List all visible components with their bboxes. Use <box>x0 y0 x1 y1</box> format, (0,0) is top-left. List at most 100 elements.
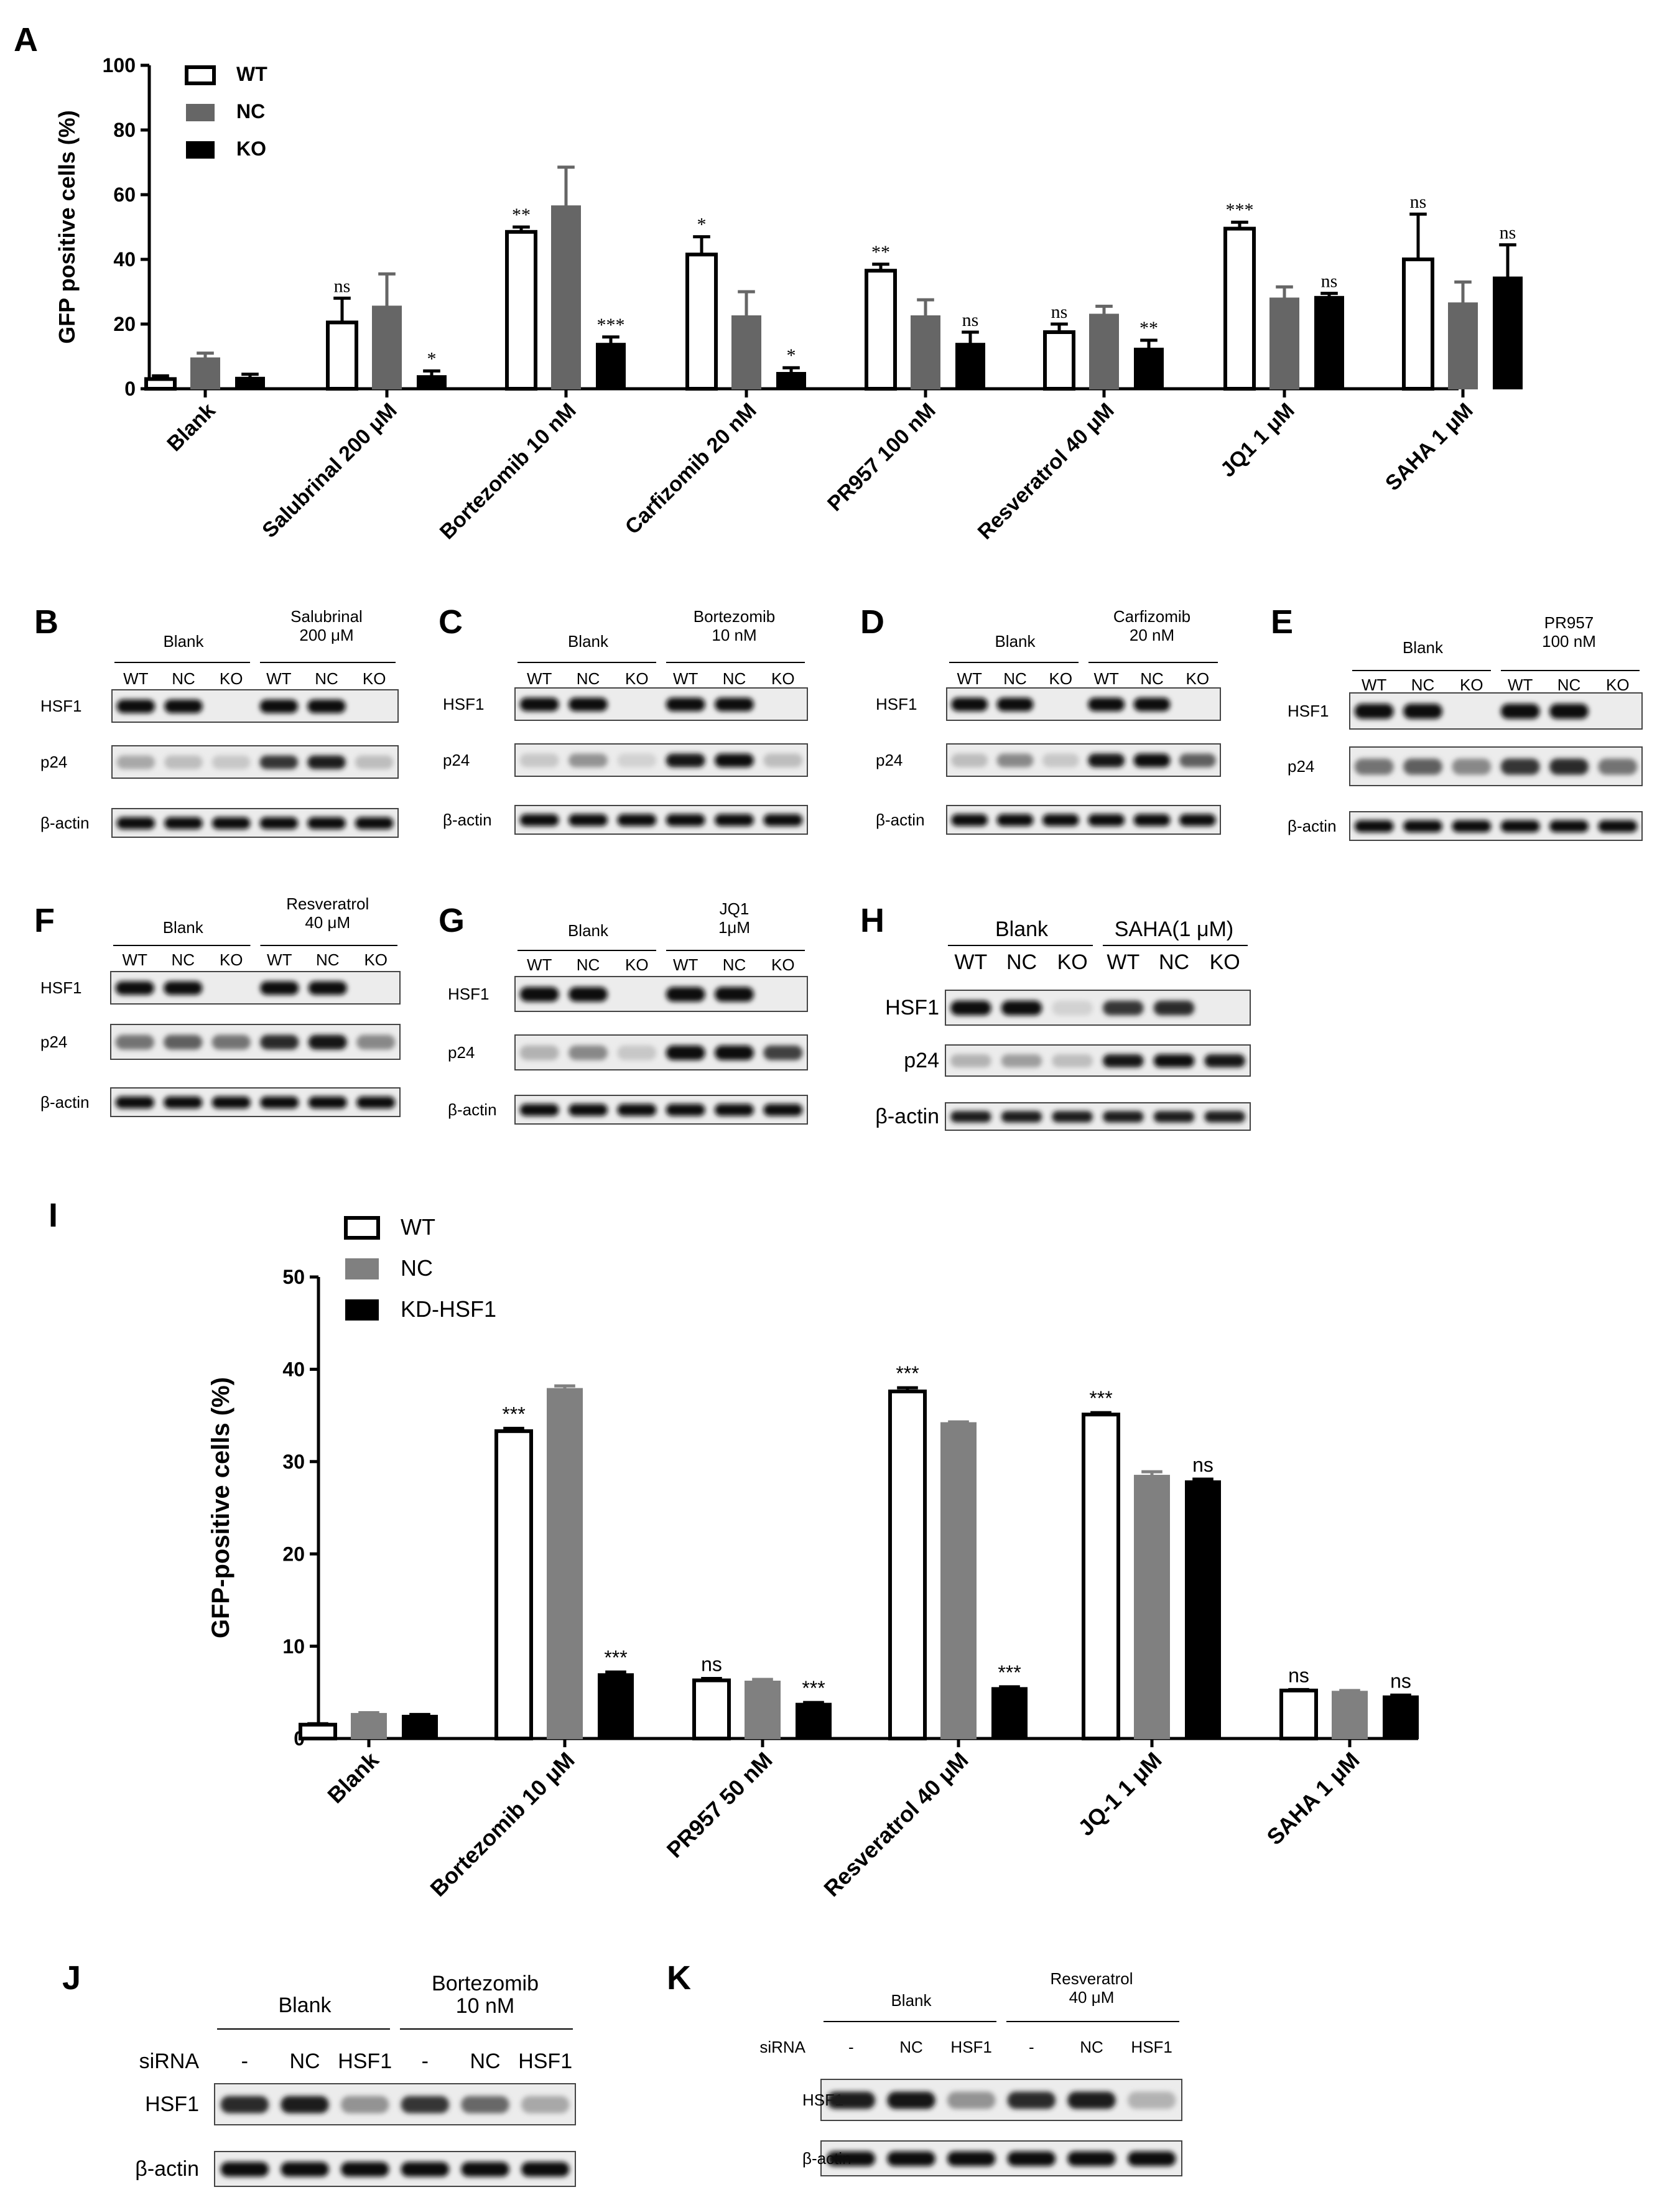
significance-label: *** <box>604 1646 627 1669</box>
bar-nc <box>745 1680 781 1739</box>
blot-band <box>617 1103 657 1117</box>
blot-lane-label: WT <box>266 669 292 688</box>
blot-band <box>666 1045 705 1061</box>
blot-lane-label: KO <box>1186 669 1210 688</box>
blot-row-label: HSF1 <box>145 2092 199 2116</box>
blot-lane-label: NC <box>1003 669 1027 688</box>
y-tick-label: 20 <box>282 1543 305 1565</box>
blot-lane-label: KO <box>625 955 649 974</box>
bar-wt <box>692 1678 731 1741</box>
blot-lane-label: KO <box>1606 676 1630 694</box>
blot-row-label: β-actin <box>876 810 925 829</box>
significance-label: * <box>697 215 707 235</box>
sirna-label: siRNA <box>759 2038 805 2056</box>
category-label: Resveratrol 40 μM <box>819 1747 973 1901</box>
bar-nc <box>372 305 402 389</box>
blot-lane-label: - <box>1029 2038 1034 2056</box>
blot-lane-label: WT <box>1362 676 1387 694</box>
blot-lane-label: WT <box>267 950 292 969</box>
blot-band <box>1549 758 1589 775</box>
blot-band <box>164 1034 203 1050</box>
blot-group-label: JQ1 <box>720 899 750 918</box>
bar-wt <box>1402 258 1434 391</box>
blot-band <box>1403 758 1442 775</box>
legend-label: WT <box>236 63 267 85</box>
chart-i: 01020304050GFP-positive cells (%)BlankBo… <box>207 1214 1419 1901</box>
category-label: Bortezomib 10 μM <box>425 1747 579 1901</box>
blot-group-label: 100 nM <box>1542 632 1596 651</box>
blot-band <box>1007 2091 1056 2109</box>
blot-group-label: Blank <box>568 921 609 940</box>
blot-band <box>715 1103 754 1117</box>
panel-letter-k: K <box>667 1959 691 1997</box>
bar-nc <box>1134 1475 1170 1740</box>
blot-group-label: Blank <box>995 632 1036 651</box>
legend-label: NC <box>236 100 265 123</box>
blot-band <box>1179 814 1216 827</box>
bar-nc <box>731 315 761 389</box>
category-label: Resveratrol 40 μM <box>973 399 1119 544</box>
blot-row-label: β-actin <box>443 810 492 829</box>
bar-nc <box>911 315 940 389</box>
blot-band <box>116 817 155 830</box>
blot-band <box>356 1096 396 1109</box>
blot-strip <box>820 2140 1182 2176</box>
panel-letters-layer: A B C D E F G H I J K <box>14 21 1293 1997</box>
blot-band <box>715 1045 754 1061</box>
blot-strip <box>514 805 808 835</box>
blot-band <box>519 1045 559 1061</box>
blot-row-label: p24 <box>448 1043 475 1062</box>
blot-band <box>1153 1000 1195 1016</box>
bar-wt <box>144 377 177 391</box>
blot-band <box>887 2091 935 2109</box>
blot-strip <box>945 1102 1251 1131</box>
category-label: PR957 50 nM <box>662 1747 777 1863</box>
significance-label: *** <box>1226 200 1254 220</box>
category-label: JQ1 1 μM <box>1216 399 1299 482</box>
blot-lane-label: WT <box>673 955 698 974</box>
blot-lane-label: NC <box>172 669 195 688</box>
blot-band <box>220 2161 269 2177</box>
blot-band <box>1549 703 1589 719</box>
blot-lane-label: NC <box>315 669 338 688</box>
blot-lane-label: NC <box>1140 669 1164 688</box>
blot-strip <box>110 971 401 1005</box>
panel-letter-g: G <box>439 902 465 939</box>
blot-row-label: p24 <box>1288 757 1314 776</box>
blot-band <box>519 1103 559 1117</box>
blot-band <box>307 699 346 713</box>
blot-band <box>521 2096 570 2114</box>
blot-group-label: 1μM <box>718 918 750 937</box>
panel-letter-c: C <box>439 603 463 641</box>
panel-letter-a: A <box>14 21 38 58</box>
category-label: Carfizomib 20 nM <box>621 399 761 539</box>
blot-strip <box>514 687 808 721</box>
blot-row-label: β-actin <box>875 1105 939 1128</box>
blot-band <box>569 814 608 827</box>
blot-band <box>519 753 559 768</box>
blot-strip <box>514 743 808 777</box>
blot-band <box>1452 820 1492 833</box>
blot-band <box>1403 703 1442 719</box>
blot-group-label: 40 μM <box>305 913 350 932</box>
blot-band <box>164 699 203 713</box>
bar-kd-hsf1 <box>796 1702 832 1739</box>
bar-kd-hsf1 <box>598 1673 634 1740</box>
blot-band <box>519 814 559 827</box>
blot-band <box>763 1103 803 1117</box>
blot-band <box>1354 758 1394 775</box>
blot-row-label: β-actin <box>40 814 90 832</box>
significance-label: ** <box>871 242 890 262</box>
blot-band <box>1052 1054 1093 1067</box>
y-tick-label: 80 <box>113 119 136 141</box>
blot-band <box>1133 697 1171 712</box>
blot-group-label: 200 μM <box>299 626 353 644</box>
blot-lane-label: NC <box>577 955 600 974</box>
blot-band <box>763 1045 803 1061</box>
blot-row-label: HSF1 <box>885 996 939 1019</box>
bar-nc <box>1269 297 1299 389</box>
blot-band <box>281 2096 329 2114</box>
blot-band <box>260 1096 299 1109</box>
